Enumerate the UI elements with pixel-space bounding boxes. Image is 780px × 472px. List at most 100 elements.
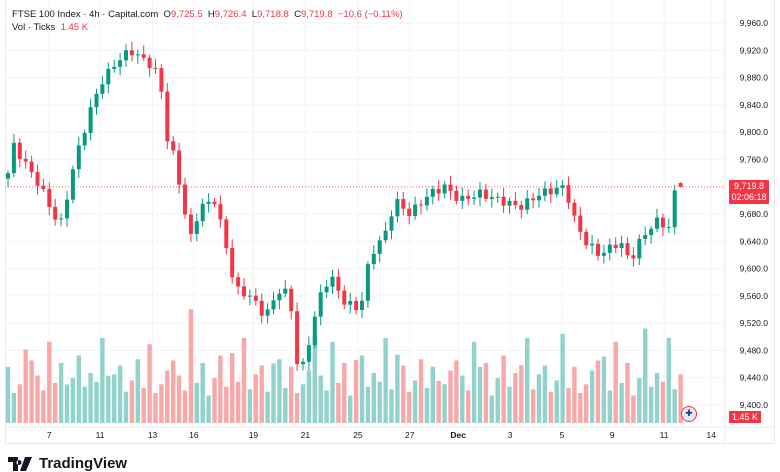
volume-bar (589, 370, 595, 423)
candle-body (218, 204, 223, 220)
x-tick-label: 16 (189, 430, 199, 440)
chart-frame[interactable] (5, 0, 775, 444)
candle-body (619, 243, 624, 249)
candle-body (194, 221, 199, 234)
volume-bar (536, 374, 542, 423)
volume-bar (17, 384, 22, 423)
candle-body (489, 197, 494, 199)
volume-legend: Vol · Ticks 1.45 K (12, 22, 88, 33)
candle-body (542, 188, 547, 196)
volume-bar (165, 370, 170, 423)
volume-bar (141, 388, 146, 423)
x-tick-label: 25 (353, 430, 363, 440)
volume-bar (212, 378, 217, 423)
volume-bar (271, 363, 276, 423)
volume-bar (566, 388, 571, 423)
y-tick-label: 9,560.0 (740, 291, 769, 301)
volume-bar (631, 395, 636, 423)
last-price: 9,719.8 (733, 181, 765, 191)
volume-bar (530, 389, 536, 423)
candle-body (59, 218, 64, 220)
volume-bar (76, 355, 81, 423)
volume-bar (643, 328, 648, 423)
candle-body (265, 309, 270, 316)
candle-body (129, 50, 134, 56)
candle-body (100, 84, 105, 94)
volume-bar (377, 381, 382, 423)
volume-bar (230, 353, 235, 423)
candle-body (525, 198, 530, 210)
volume-bar (353, 360, 359, 423)
candle-body (141, 54, 146, 58)
candle-body (183, 184, 187, 215)
candle-body (466, 195, 471, 199)
candle-body (377, 240, 382, 254)
candle-body (242, 286, 246, 297)
candle-body (348, 300, 353, 305)
candlestick-chart[interactable]: 9,960.0 9,920.0 9,880.0 9,840.0 9,800.0 9,760… (0, 0, 780, 450)
volume-bar (300, 384, 306, 423)
y-tick-label: 9,600.0 (740, 264, 769, 274)
volume-bar (625, 363, 630, 423)
candle-body (118, 60, 123, 67)
x-tick-label: 11 (660, 430, 669, 440)
volume-bar (182, 390, 188, 423)
candle-body (637, 238, 642, 259)
volume-bar (395, 354, 400, 423)
volume-bar (112, 374, 117, 423)
volume-bar (100, 338, 105, 423)
candle-body (259, 300, 264, 316)
candle-body (590, 243, 595, 246)
candle-body (360, 300, 364, 311)
volume-bar (572, 366, 577, 423)
candle-body (106, 68, 111, 85)
close-label: C (294, 9, 301, 20)
candle-body (655, 217, 659, 229)
candle-body (354, 300, 359, 311)
volume-bar (283, 388, 288, 423)
x-tick-label: 19 (249, 430, 259, 440)
volume-bar (501, 355, 506, 423)
low-value: 9,718.8 (257, 9, 289, 20)
volume-bar (389, 389, 394, 423)
candle-body (383, 230, 388, 241)
candle-body (454, 190, 459, 201)
candle-body (601, 252, 606, 256)
symbol-title[interactable]: FTSE 100 Index · 4h · Capital.com (12, 9, 159, 20)
volume-bar (637, 378, 642, 423)
candle-body (159, 68, 164, 92)
volume-bar (64, 384, 70, 423)
y-tick-label: 9,800.0 (740, 127, 769, 137)
volume-bar (171, 360, 176, 423)
candle-body (41, 185, 46, 190)
volume-bar (277, 359, 282, 423)
uk-flag-icon[interactable]: ✚ (681, 406, 697, 422)
volume-bar (460, 375, 465, 423)
volume-bar (672, 389, 677, 423)
candle-body (519, 205, 524, 210)
candle-body (336, 276, 341, 291)
volume-bar (123, 391, 129, 423)
x-tick-label: 13 (148, 430, 158, 440)
volume-bar (129, 380, 135, 423)
candle-body (224, 219, 229, 249)
volume-bar (312, 335, 317, 423)
volume-bar (117, 365, 123, 423)
candle-body (289, 288, 294, 312)
candle-body (318, 292, 323, 317)
volume-label[interactable]: Vol · Ticks (12, 22, 56, 33)
volume-bar (519, 365, 524, 423)
candle-body (295, 311, 300, 365)
candle-body (365, 264, 370, 301)
y-tick-label: 9,760.0 (740, 154, 769, 164)
candle-body (236, 277, 241, 287)
tradingview-logo[interactable]: TradingView (8, 455, 127, 472)
candle-body (153, 67, 158, 69)
volume-bar (613, 341, 618, 423)
candle-body (625, 243, 630, 256)
volume-bar (218, 355, 223, 423)
candle-body (35, 172, 40, 186)
candle-body (171, 141, 176, 151)
candle-body (147, 57, 152, 68)
volume-bar (483, 363, 489, 423)
